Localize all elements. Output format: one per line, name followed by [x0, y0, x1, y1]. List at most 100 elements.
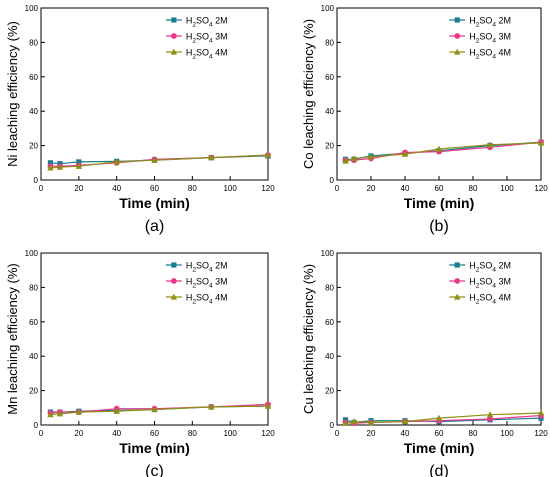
- y-tick-label: 20: [29, 387, 38, 396]
- chart-panel-0: 0 20 40 60 80 100 120 0 20 40 60 80 100 Time (min) Ni …: [5, 4, 275, 235]
- data-point: [208, 403, 215, 410]
- data-point: [486, 141, 494, 148]
- x-tick-label: 80: [469, 429, 478, 438]
- plot-frame: [40, 7, 269, 181]
- chart-panel-2: 0 20 40 60 80 100 120 0 20 40 60 80 100 Time (min) Mn …: [5, 249, 275, 477]
- y-tick-label: 80: [29, 283, 38, 292]
- legend-marker: [171, 17, 177, 23]
- legend-label-part: 2: [192, 299, 196, 306]
- legend-label-part: 2: [476, 267, 480, 274]
- legend-label: H2SO4 4M: [186, 293, 228, 306]
- legend-label-part: SO: [196, 261, 209, 271]
- x-tick-label: 60: [150, 184, 159, 193]
- legend-label-part: 2M: [213, 261, 228, 271]
- data-point: [113, 158, 120, 165]
- legend-label: H2SO4 2M: [469, 261, 511, 274]
- x-tick-label: 100: [500, 429, 514, 438]
- y-tick-label: 20: [325, 387, 334, 396]
- x-tick-label: 20: [367, 184, 376, 193]
- legend-label-part: 2: [476, 38, 480, 45]
- y-tick-label: 0: [34, 421, 39, 430]
- data-point: [151, 406, 158, 413]
- data-point: [401, 150, 409, 157]
- legend-label-part: 4: [209, 38, 213, 45]
- y-tick-label: 100: [321, 4, 335, 13]
- legend-label-part: 4: [209, 283, 213, 290]
- legend-label-part: 3M: [496, 32, 511, 42]
- x-tick-label: 20: [367, 429, 376, 438]
- legend-label-part: 4M: [496, 48, 511, 58]
- x-tick-label: 120: [261, 429, 275, 438]
- legend-label-part: SO: [196, 48, 209, 58]
- y-tick-label: 60: [29, 73, 38, 82]
- legend-label-part: 4: [209, 22, 213, 29]
- legend-marker: [170, 48, 178, 55]
- data-point: [342, 419, 349, 426]
- legend-label-part: 2M: [496, 16, 511, 26]
- legend-label-part: SO: [479, 293, 492, 303]
- x-tick-label: 40: [401, 429, 410, 438]
- data-point: [367, 153, 375, 160]
- x-tick-label: 60: [435, 184, 444, 193]
- panel-label: (b): [429, 218, 449, 235]
- data-point: [47, 160, 54, 166]
- legend-label-part: 4: [492, 299, 496, 306]
- legend-label-part: SO: [479, 261, 492, 271]
- y-tick-label: 20: [29, 142, 38, 151]
- x-tick-label: 120: [261, 184, 275, 193]
- y-tick-label: 40: [325, 352, 334, 361]
- legend-marker: [171, 262, 177, 268]
- y-tick-label: 60: [325, 318, 334, 327]
- legend-label-part: H: [469, 16, 476, 26]
- legend-label-part: 4: [492, 54, 496, 61]
- data-point: [76, 159, 82, 165]
- legend-label-part: 2: [192, 54, 196, 61]
- legend-label-part: 2: [476, 22, 480, 29]
- panel-label: (a): [145, 218, 165, 235]
- legend-label-part: 4M: [213, 48, 228, 58]
- y-tick-label: 0: [330, 176, 335, 185]
- legend-label-part: SO: [479, 48, 492, 58]
- legend-label-part: 4M: [213, 293, 228, 303]
- y-tick-label: 100: [25, 249, 39, 258]
- legend-label-part: H: [186, 261, 193, 271]
- legend-label: H2SO4 4M: [469, 293, 511, 306]
- x-tick-label: 20: [74, 429, 83, 438]
- legend-label-part: H: [186, 48, 193, 58]
- data-point: [151, 156, 158, 163]
- x-tick-label: 80: [188, 429, 197, 438]
- legend-label-part: 2M: [213, 16, 228, 26]
- x-tick-label: 40: [112, 429, 121, 438]
- legend-label-part: SO: [479, 16, 492, 26]
- x-tick-label: 60: [435, 429, 444, 438]
- legend-label-part: 4: [209, 267, 213, 274]
- legend-label-part: H: [469, 48, 476, 58]
- legend-label: H2SO4 3M: [469, 32, 511, 45]
- legend-label-part: H: [186, 16, 193, 26]
- plot-frame: [40, 252, 269, 426]
- legend-label-part: H: [186, 32, 193, 42]
- y-tick-label: 40: [29, 352, 38, 361]
- panel-label: (c): [145, 463, 164, 477]
- legend-label-part: H: [186, 293, 193, 303]
- legend-label-part: SO: [196, 277, 209, 287]
- legend-label-part: 2M: [496, 261, 511, 271]
- data-point: [350, 418, 358, 425]
- legend-label-part: 4: [209, 54, 213, 61]
- legend-label: H2SO4 2M: [186, 261, 228, 274]
- y-tick-label: 100: [321, 249, 335, 258]
- legend-label-part: 2: [192, 267, 196, 274]
- legend-label-part: 2: [476, 299, 480, 306]
- legend-label-part: 2: [192, 38, 196, 45]
- y-axis-label: Ni leaching efficiency (%): [5, 21, 20, 167]
- data-point: [367, 419, 375, 426]
- y-tick-label: 40: [325, 107, 334, 116]
- y-tick-label: 80: [325, 38, 334, 47]
- data-point: [47, 164, 54, 171]
- legend-label: H2SO4 3M: [186, 277, 228, 290]
- y-axis-label: Co leaching efficiency (%): [301, 19, 316, 169]
- legend-marker: [170, 278, 177, 284]
- x-tick-label: 100: [223, 429, 237, 438]
- legend-label-part: H: [469, 293, 476, 303]
- chart-panel-1: 0 20 40 60 80 100 120 0 20 40 60 80 100 Time (min) Co …: [301, 4, 548, 235]
